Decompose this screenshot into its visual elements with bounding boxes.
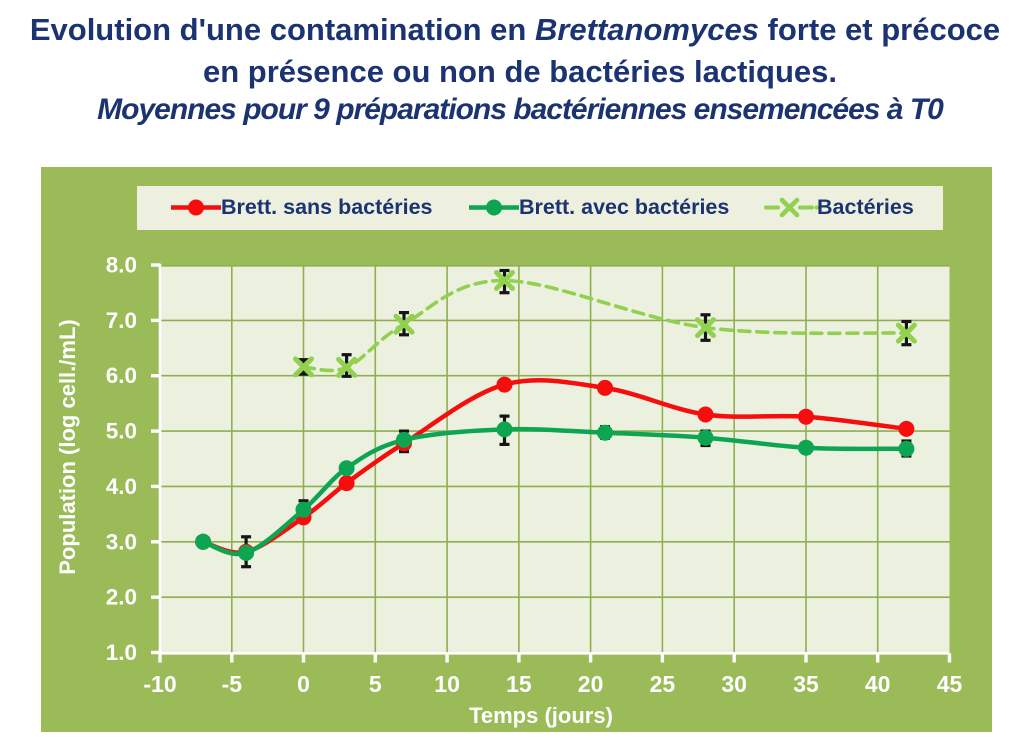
svg-text:15: 15 [506,671,532,697]
svg-text:5.0: 5.0 [106,419,137,444]
svg-text:0: 0 [297,671,310,697]
svg-text:-5: -5 [222,671,243,697]
svg-text:10: 10 [434,671,460,697]
svg-text:4.0: 4.0 [106,474,137,499]
svg-text:35: 35 [793,671,819,697]
svg-text:Brett. avec bactéries: Brett. avec bactéries [519,195,729,219]
svg-text:Bactéries: Bactéries [817,195,914,219]
svg-text:1.0: 1.0 [106,640,137,665]
svg-text:5: 5 [369,671,382,697]
svg-text:Population (log cell./mL): Population (log cell./mL) [55,319,80,574]
svg-text:Brett. sans bactéries: Brett. sans bactéries [221,195,433,219]
svg-text:45: 45 [937,671,963,697]
svg-text:8.0: 8.0 [106,253,137,278]
svg-text:6.0: 6.0 [106,363,137,388]
svg-text:7.0: 7.0 [106,308,137,333]
svg-text:30: 30 [721,671,747,697]
svg-text:40: 40 [865,671,891,697]
svg-text:-10: -10 [143,671,176,697]
svg-text:Temps (jours): Temps (jours) [469,703,613,728]
svg-text:2.0: 2.0 [106,585,137,610]
svg-text:20: 20 [578,671,604,697]
svg-text:3.0: 3.0 [106,529,137,554]
svg-text:25: 25 [650,671,676,697]
